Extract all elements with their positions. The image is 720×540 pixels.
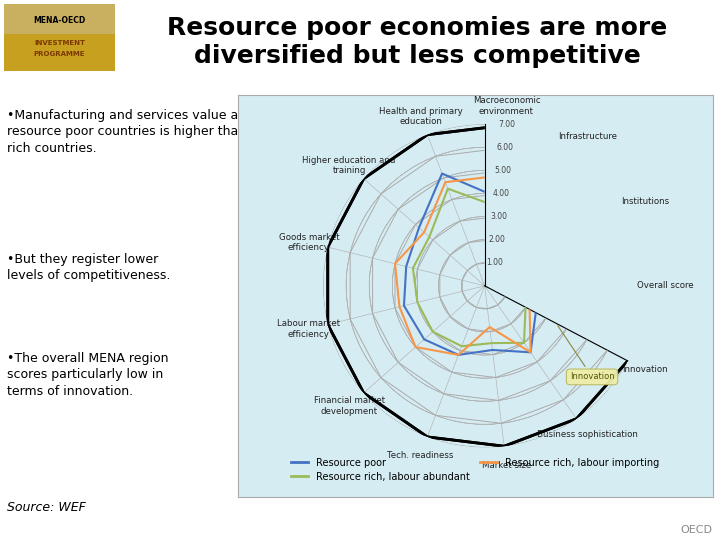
Legend: Resource poor, Resource rich, labour abundant, Resource rich, labour importing: Resource poor, Resource rich, labour abu…: [287, 454, 663, 485]
Text: Innovation: Innovation: [558, 326, 614, 381]
Text: •The overall MENA region
scores particularly low in
terms of innovation.: •The overall MENA region scores particul…: [7, 352, 168, 398]
Text: 1.00: 1.00: [487, 258, 503, 267]
Text: 5.00: 5.00: [495, 166, 512, 176]
Text: 3.00: 3.00: [491, 212, 508, 221]
Text: 4.00: 4.00: [492, 190, 510, 198]
Bar: [4, 4, 115, 34]
Text: OECD: OECD: [681, 524, 713, 535]
Text: 7.00: 7.00: [499, 120, 516, 129]
Text: •But they register lower
levels of competitiveness.: •But they register lower levels of compe…: [7, 253, 171, 282]
Text: 6.00: 6.00: [497, 143, 514, 152]
Text: Resource poor economies are more: Resource poor economies are more: [168, 16, 667, 40]
Text: PROGRAMME: PROGRAMME: [34, 51, 85, 57]
Text: MENA-OECD: MENA-OECD: [33, 16, 86, 25]
Text: 2.00: 2.00: [489, 235, 505, 244]
Text: INVESTMENT: INVESTMENT: [34, 40, 85, 46]
Text: diversified but less competitive: diversified but less competitive: [194, 44, 641, 69]
Text: Source: WEF: Source: WEF: [7, 501, 86, 514]
Text: •Manufacturing and services value added in
resource poor countries is higher tha: •Manufacturing and services value added …: [7, 109, 320, 155]
